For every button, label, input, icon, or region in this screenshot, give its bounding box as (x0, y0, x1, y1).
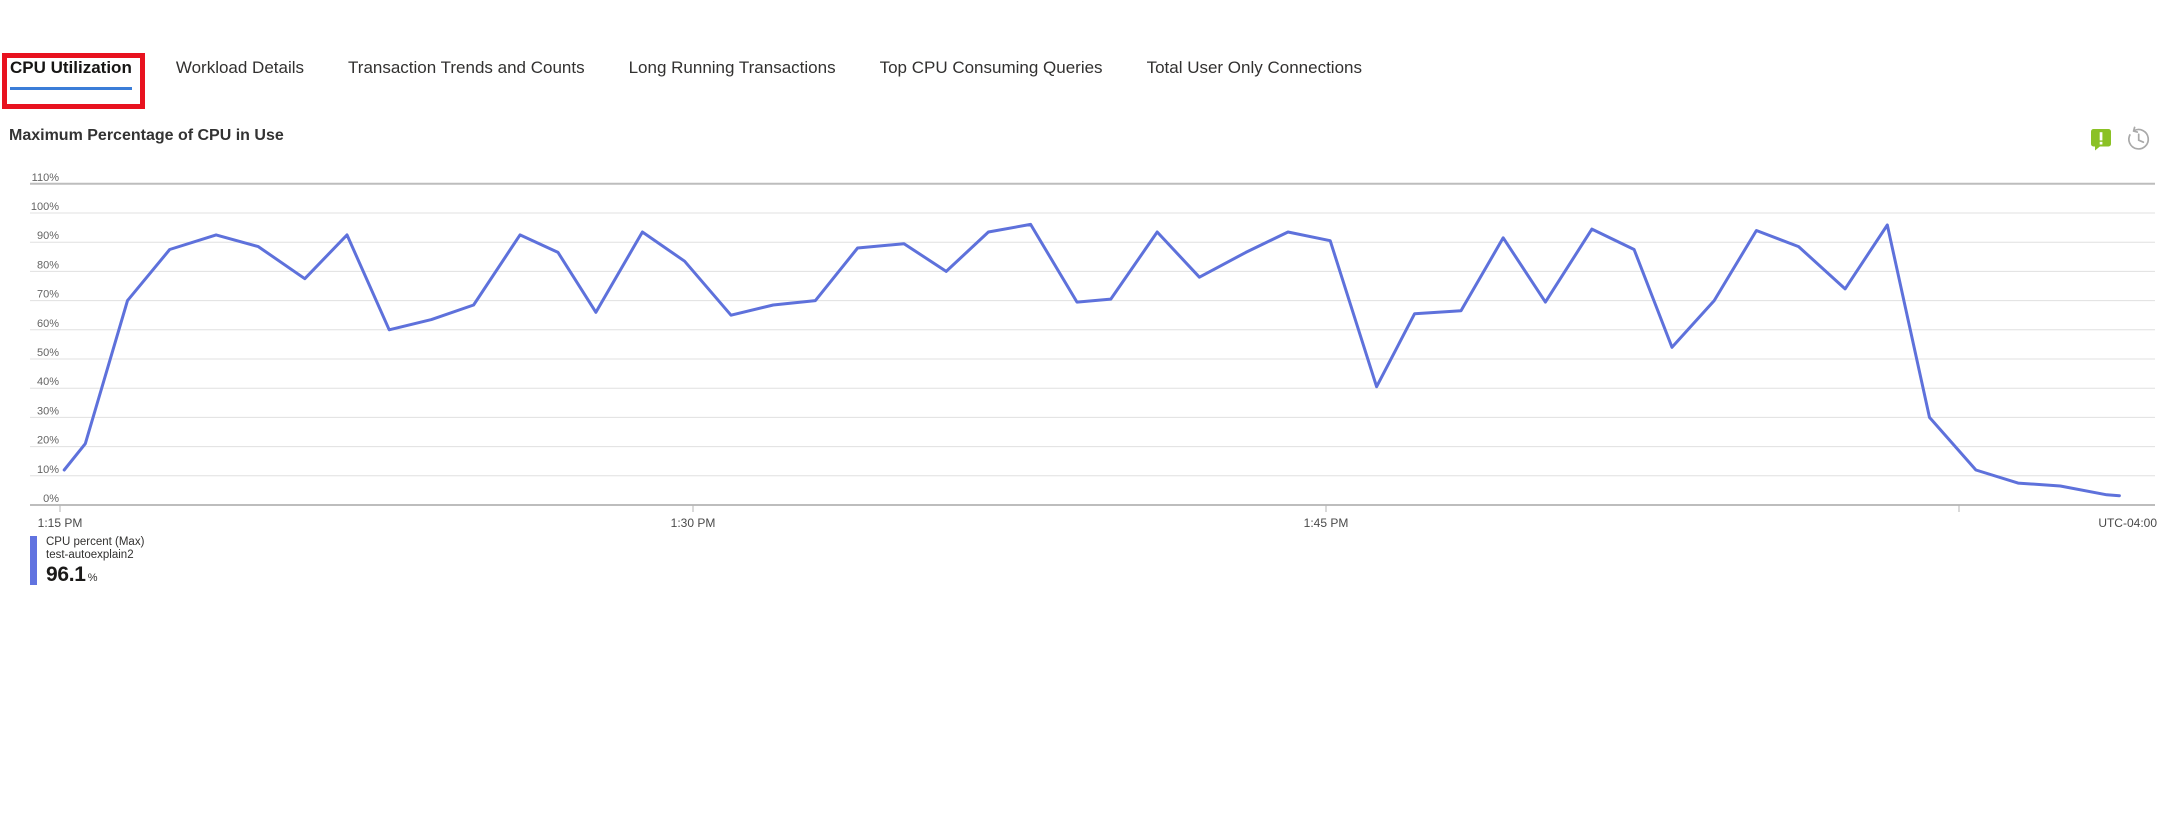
svg-text:20%: 20% (37, 435, 59, 447)
svg-text:10%: 10% (37, 464, 59, 476)
legend-unit: % (87, 572, 98, 584)
tab-workload-details[interactable]: Workload Details (175, 58, 305, 77)
svg-text:110%: 110% (32, 172, 60, 184)
legend-max-value: 96.1% (46, 563, 98, 586)
tab-top-cpu-consuming-queries[interactable]: Top CPU Consuming Queries (879, 58, 1103, 77)
svg-text:100%: 100% (31, 201, 59, 213)
svg-text:80%: 80% (37, 259, 59, 271)
tab-bar: CPU Utilization Workload Details Transac… (10, 58, 1362, 90)
history-clock-icon[interactable] (2125, 126, 2152, 153)
tab-transaction-trends-and-counts[interactable]: Transaction Trends and Counts (348, 58, 585, 77)
legend-resource-label: test-autoexplain2 (46, 549, 134, 561)
tab-cpu-utilization[interactable]: CPU Utilization (10, 58, 132, 90)
chart-header-icons (2090, 126, 2152, 153)
svg-text:50%: 50% (37, 347, 59, 359)
legend-color-swatch (30, 536, 37, 585)
tab-total-user-only-connections[interactable]: Total User Only Connections (1146, 58, 1362, 77)
svg-text:60%: 60% (37, 318, 59, 330)
svg-text:70%: 70% (37, 289, 59, 301)
legend-text: CPU percent (Max) test-autoexplain2 96.1… (46, 536, 144, 591)
feedback-icon[interactable] (2090, 128, 2112, 151)
svg-text:1:15 PM: 1:15 PM (38, 516, 83, 530)
svg-text:90%: 90% (37, 230, 59, 242)
chart-legend[interactable]: CPU percent (Max) test-autoexplain2 96.1… (30, 536, 144, 591)
svg-text:0%: 0% (43, 493, 59, 505)
svg-text:UTC-04:00: UTC-04:00 (2098, 516, 2157, 530)
legend-series-label: CPU percent (Max) (46, 536, 145, 548)
svg-text:30%: 30% (37, 405, 59, 417)
chart-title: Maximum Percentage of CPU in Use (9, 127, 284, 144)
svg-text:40%: 40% (37, 376, 59, 388)
svg-text:1:30 PM: 1:30 PM (671, 516, 716, 530)
tab-long-running-transactions[interactable]: Long Running Transactions (628, 58, 836, 77)
svg-text:1:45 PM: 1:45 PM (1304, 516, 1349, 530)
